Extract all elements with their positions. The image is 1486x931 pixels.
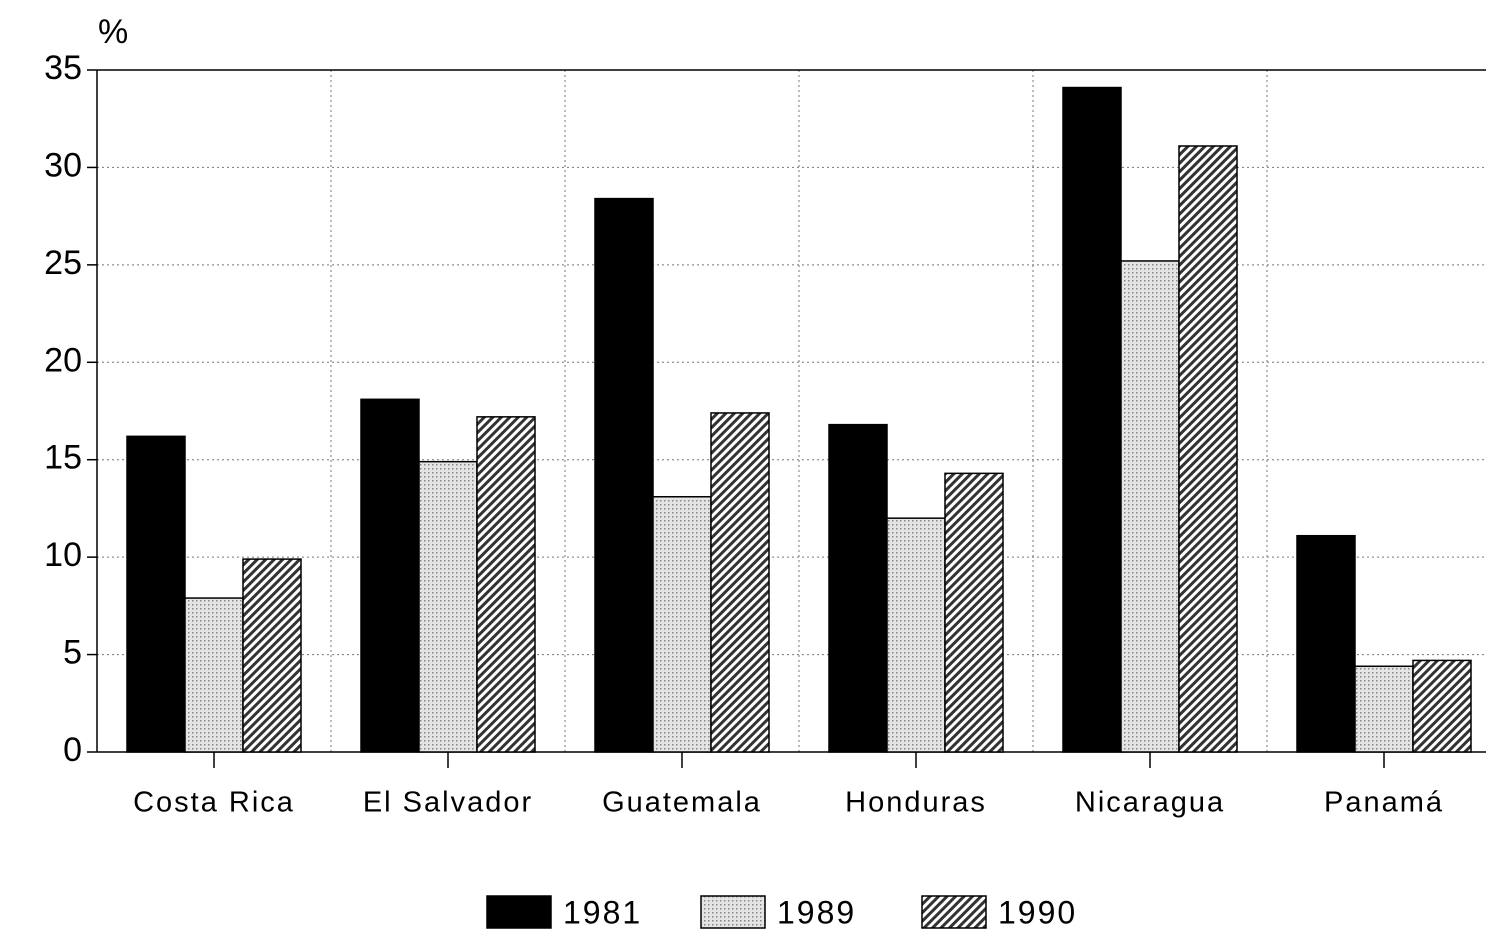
- x-tick-label: Guatemala: [602, 787, 762, 819]
- legend-label: 1981: [563, 894, 642, 930]
- bar: [710, 412, 770, 753]
- bar: [242, 558, 302, 753]
- legend-label: 1990: [998, 894, 1077, 930]
- x-tick-label: Nicaragua: [1075, 787, 1225, 819]
- bar: [1412, 659, 1472, 753]
- bar: [126, 435, 186, 753]
- y-tick-label: 35: [44, 49, 82, 87]
- bar: [886, 517, 946, 753]
- y-tick-label: 10: [44, 536, 82, 574]
- bar: [828, 423, 888, 753]
- bar: [418, 460, 478, 753]
- legend-swatch: [700, 895, 766, 929]
- bar: [476, 416, 536, 753]
- bar: [1120, 260, 1180, 753]
- y-tick-label: 30: [44, 146, 82, 184]
- y-axis-label: %: [98, 13, 128, 51]
- legend-swatch: [486, 895, 552, 929]
- bar: [1296, 534, 1356, 753]
- y-tick-label: 25: [44, 244, 82, 282]
- x-tick-label: El Salvador: [363, 787, 533, 819]
- bar: [1178, 145, 1238, 753]
- legend-swatch: [921, 895, 987, 929]
- y-tick-label: 5: [63, 634, 82, 672]
- bar: [1062, 86, 1122, 753]
- x-tick-label: Honduras: [845, 787, 987, 819]
- x-tick-label: Costa Rica: [133, 787, 295, 819]
- y-tick-label: 15: [44, 439, 82, 477]
- y-tick-label: 0: [63, 731, 82, 769]
- bar: [652, 495, 712, 753]
- bar: [360, 398, 420, 753]
- bar: [944, 472, 1004, 753]
- bar: [1354, 665, 1414, 753]
- legend-label: 1989: [777, 894, 856, 930]
- bar: [594, 197, 654, 753]
- bar: [184, 597, 244, 753]
- y-tick-label: 20: [44, 341, 82, 379]
- x-tick-label: Panamá: [1324, 787, 1444, 819]
